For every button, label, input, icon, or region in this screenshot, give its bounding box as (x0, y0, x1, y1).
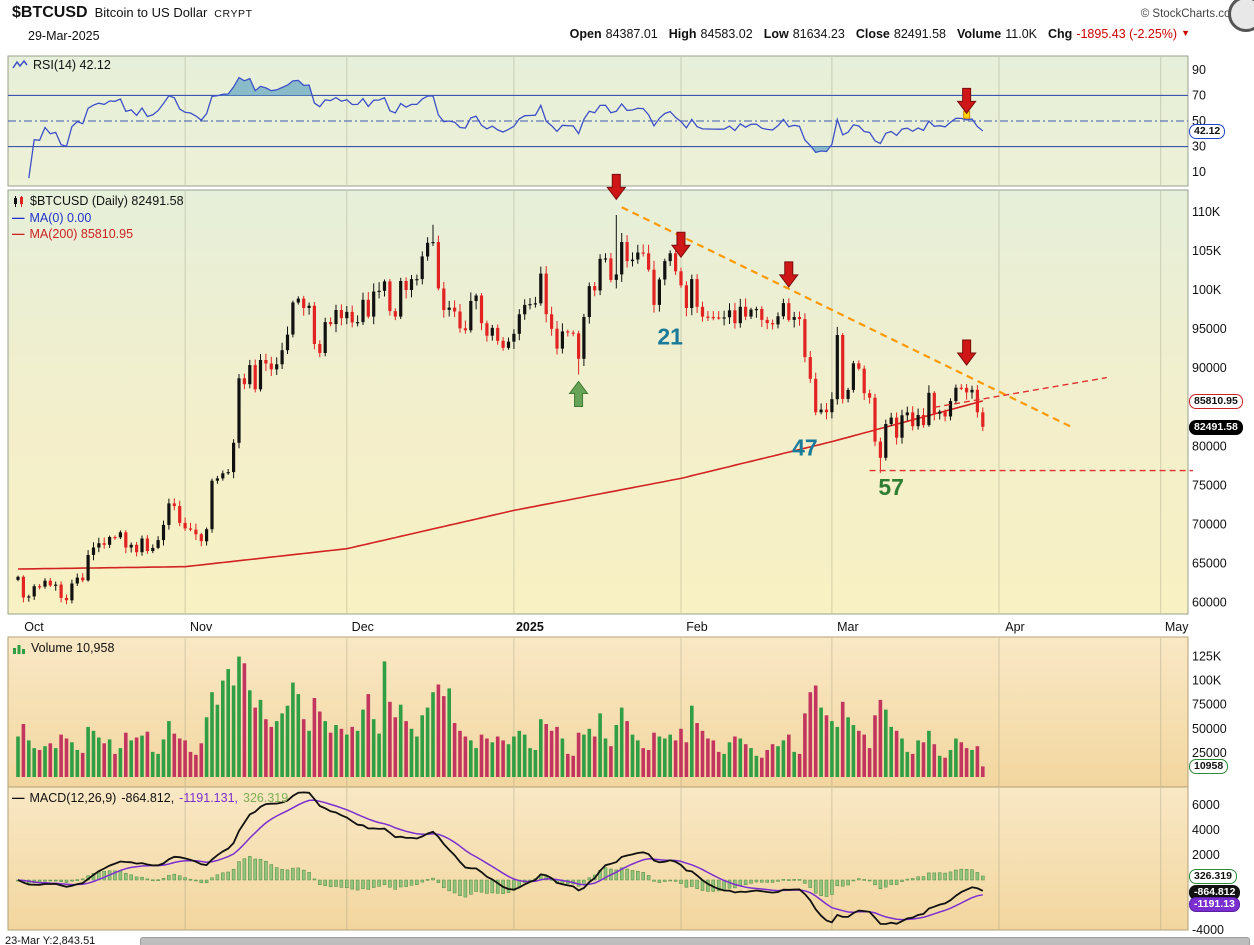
svg-text:70000: 70000 (1192, 517, 1227, 531)
line-chart-icon (12, 59, 28, 69)
svg-text:Feb: Feb (686, 620, 708, 634)
rsi-legend-text: RSI(14) 42.12 (33, 58, 111, 72)
svg-text:95000: 95000 (1192, 322, 1227, 336)
ma200-line-icon: — (12, 227, 25, 241)
chg-value: -1895.43 (-2.25%) (1076, 27, 1178, 41)
volume-value-tag: 10958 (1189, 759, 1229, 774)
ma0-line-icon: — (12, 210, 25, 225)
svg-text:100K: 100K (1192, 283, 1222, 297)
copyright: © StockCharts.com (1140, 8, 1240, 20)
macd-plot (16, 791, 985, 925)
volume-value: 11.0K (1005, 27, 1037, 41)
high-label: High (668, 27, 697, 41)
rsi-value-tag: 42.12 (1189, 124, 1226, 139)
svg-text:65000: 65000 (1192, 557, 1227, 571)
svg-text:90: 90 (1192, 63, 1206, 77)
rsi-plot (8, 76, 1188, 179)
chg-label: Chg (1048, 27, 1073, 41)
svg-text:70: 70 (1192, 88, 1206, 102)
price-legend-title: $BTCUSD (Daily) 82491.58 (30, 194, 184, 208)
svg-text:4000: 4000 (1192, 823, 1220, 837)
horizontal-scrollbar[interactable] (140, 937, 1250, 945)
svg-text:50000: 50000 (1192, 722, 1227, 736)
chart-date: 29-Mar-2025 (28, 29, 100, 43)
panel-backgrounds (7, 55, 1189, 931)
svg-text:80000: 80000 (1192, 439, 1227, 453)
svg-text:57: 57 (878, 474, 904, 500)
svg-text:6000: 6000 (1192, 798, 1220, 812)
svg-text:Apr: Apr (1005, 620, 1024, 634)
low-label: Low (763, 27, 789, 41)
svg-text:90000: 90000 (1192, 361, 1227, 375)
chart-annotations: 21 47 57 (568, 87, 1193, 500)
volume-legend-text: Volume 10,958 (31, 641, 115, 655)
svg-text:Oct: Oct (24, 620, 44, 634)
macd-legend-prefix: MACD(12,26,9) (29, 791, 117, 805)
svg-text:75000: 75000 (1192, 478, 1227, 492)
svg-text:21: 21 (657, 324, 683, 350)
open-value: 84387.01 (605, 27, 658, 41)
svg-text:105K: 105K (1192, 244, 1222, 258)
svg-text:125K: 125K (1192, 650, 1222, 664)
svg-text:30: 30 (1192, 140, 1206, 154)
price-legend: $BTCUSD (Daily) 82491.58 — MA(0) 0.00 — MA… (12, 193, 184, 243)
footer-info: 23-Mar Y:2,843.51 (5, 935, 96, 945)
hist-value: 326.319 (243, 791, 289, 805)
candlestick-icon (14, 195, 23, 207)
chg-down-icon: ▼ (1181, 28, 1190, 38)
macd-legend: — MACD(12,26,9) -864.812, -1191.131, 326… (12, 791, 288, 805)
svg-text:60000: 60000 (1192, 596, 1227, 610)
svg-text:May: May (1165, 620, 1189, 634)
ma200-label: MA(200) 85810.95 (29, 227, 134, 241)
svg-text:Dec: Dec (352, 620, 374, 634)
svg-text:100K: 100K (1192, 674, 1222, 688)
svg-text:47: 47 (792, 435, 818, 461)
symbol-name: Bitcoin to US Dollar (94, 5, 208, 20)
high-value: 84583.02 (700, 27, 753, 41)
svg-text:Nov: Nov (190, 620, 213, 634)
close-label: Close (855, 27, 890, 41)
header: $BTCUSD Bitcoin to US Dollar CRYPT (12, 4, 253, 22)
price-plot (16, 215, 985, 605)
svg-text:Mar: Mar (837, 620, 859, 634)
svg-text:110K: 110K (1192, 205, 1221, 219)
rsi-legend: RSI(14) 42.12 (12, 58, 111, 72)
exchange-label: CRYPT (214, 8, 253, 20)
volume-plot (16, 656, 985, 777)
svg-text:25000: 25000 (1192, 746, 1227, 760)
macd-hist-tag: 326.319 (1189, 869, 1237, 884)
corner-widget-button[interactable] (1228, 0, 1254, 32)
macd-value: -864.812, (121, 791, 175, 805)
volume-label: Volume (957, 27, 1002, 41)
month-gridlines (184, 57, 1162, 929)
macd-signal-tag: -1191.13 (1189, 897, 1240, 912)
open-label: Open (569, 27, 602, 41)
svg-text:10: 10 (1192, 165, 1206, 179)
macd-line-icon: — (12, 791, 25, 805)
svg-text:2000: 2000 (1192, 848, 1220, 862)
svg-text:2025: 2025 (516, 620, 544, 634)
ma200-value-tag: 85810.95 (1189, 394, 1243, 409)
volume-bars-icon (13, 645, 25, 654)
volume-legend: Volume 10,958 (12, 641, 114, 655)
ma0-label: MA(0) 0.00 (29, 210, 92, 225)
last-price-tag: 82491.58 (1189, 420, 1243, 435)
low-value: 81634.23 (792, 27, 845, 41)
svg-text:75000: 75000 (1192, 698, 1227, 712)
symbol: $BTCUSD (12, 4, 88, 21)
close-value: 82491.58 (893, 27, 947, 41)
ohlc-quote-bar: Open 84387.01 High 84583.02 Low 81634.23 Cl… (570, 27, 1190, 41)
signal-value: -1191.131, (179, 791, 239, 805)
svg-text:-4000: -4000 (1192, 923, 1224, 937)
